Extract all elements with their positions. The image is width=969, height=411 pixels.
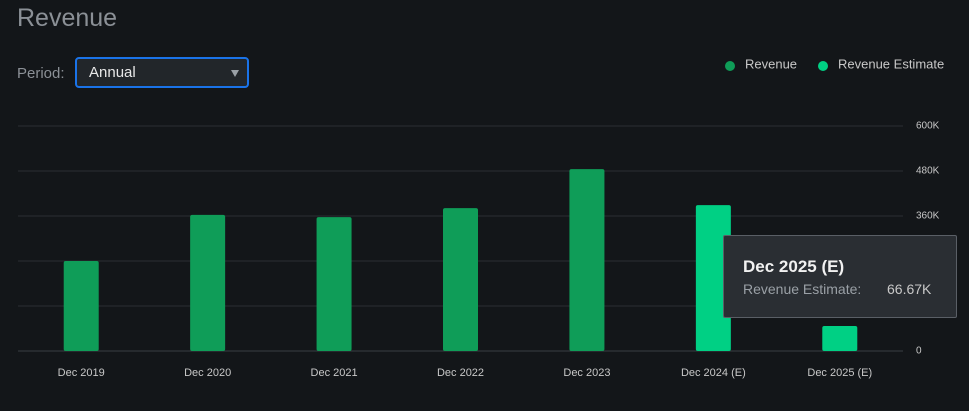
tooltip: Dec 2025 (E) Revenue Estimate: 66.67K: [723, 235, 957, 318]
y-tick-label: 360K: [916, 211, 940, 222]
legend-label: Revenue Estimate: [838, 56, 944, 71]
bar: [316, 217, 352, 351]
tooltip-title: Dec 2025 (E): [743, 257, 845, 276]
x-tick-label: Dec 2025 (E): [807, 367, 872, 379]
legend-marker: [818, 61, 828, 71]
x-tick-label: Dec 2023: [563, 367, 610, 379]
y-tick-label: 480K: [916, 166, 940, 177]
legend-label: Revenue: [745, 56, 797, 71]
bar: [822, 325, 858, 351]
bar: [569, 169, 605, 351]
page-title: Revenue: [17, 4, 118, 32]
x-tick-label: Dec 2022: [437, 367, 484, 379]
tooltip-label: Revenue Estimate:: [743, 281, 862, 297]
bar: [443, 208, 478, 351]
bar: [190, 214, 226, 351]
x-tick-label: Dec 2020: [184, 367, 231, 379]
y-tick-label: 600K: [916, 121, 940, 132]
period-select[interactable]: Annual: [75, 57, 249, 88]
tooltip-value: 66.67K: [887, 281, 932, 297]
x-tick-label: Dec 2021: [311, 367, 358, 379]
legend-marker: [725, 61, 735, 71]
x-tick-label: Dec 2024 (E): [681, 367, 746, 379]
period-label: Period:: [17, 65, 65, 82]
y-tick-label: 0: [916, 346, 922, 357]
x-tick-label: Dec 2019: [58, 367, 105, 379]
bar: [695, 205, 731, 351]
bar: [63, 261, 99, 351]
